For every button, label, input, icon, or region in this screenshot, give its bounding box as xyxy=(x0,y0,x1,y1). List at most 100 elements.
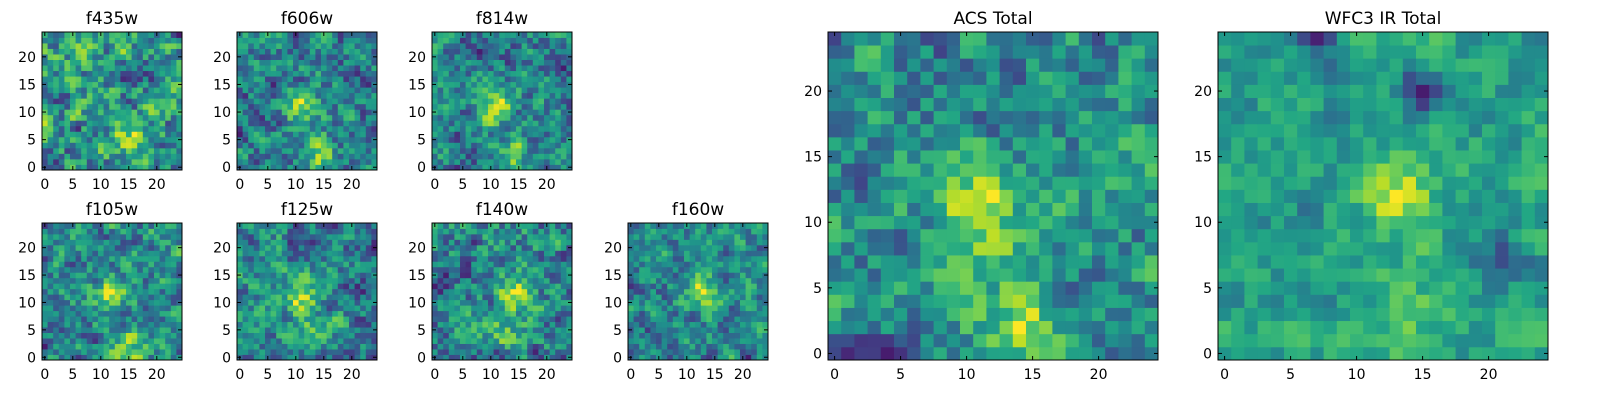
heatmap-cell xyxy=(365,338,372,344)
heatmap-cell xyxy=(371,65,378,72)
heatmap-cell xyxy=(321,87,327,94)
heatmap-cell xyxy=(454,158,461,165)
heatmap-cell xyxy=(672,244,679,251)
heatmap-cell xyxy=(58,147,65,154)
heatmap-cell xyxy=(58,310,65,317)
heatmap-cell xyxy=(242,305,249,312)
heatmap-cell xyxy=(437,98,444,105)
heatmap-cell xyxy=(560,81,567,88)
heatmap-cells xyxy=(237,32,378,171)
heatmap-cell xyxy=(281,233,288,240)
heatmap-cell xyxy=(437,131,444,138)
heatmap-cell xyxy=(332,37,339,44)
heatmap-cell xyxy=(521,54,528,60)
x-tick-label: 0 xyxy=(430,177,439,193)
heatmap-cell xyxy=(248,349,255,355)
heatmap-cell xyxy=(354,147,361,154)
heatmap-cell xyxy=(521,43,528,49)
heatmap-cell xyxy=(75,125,82,132)
heatmap-cell xyxy=(120,277,127,284)
heatmap-cell xyxy=(42,48,48,55)
heatmap-cell xyxy=(555,164,562,171)
heatmap-cell xyxy=(465,283,472,290)
heatmap-cell xyxy=(854,294,868,308)
heatmap-cell xyxy=(287,120,294,127)
heatmap-cell xyxy=(639,266,646,273)
heatmap-cell xyxy=(176,283,183,290)
heatmap-cell xyxy=(706,233,713,240)
heatmap-cell xyxy=(532,147,539,154)
heatmap-cell xyxy=(142,349,149,355)
heatmap-cell xyxy=(527,147,534,154)
heatmap-cell xyxy=(159,70,166,77)
heatmap-cell xyxy=(538,109,545,116)
heatmap-cell xyxy=(276,76,283,83)
heatmap-cell xyxy=(281,153,288,160)
heatmap-cell xyxy=(371,48,378,55)
heatmap-cell xyxy=(253,98,260,105)
heatmap-cell xyxy=(98,305,104,312)
heatmap-cell xyxy=(1131,346,1146,361)
heatmap-cell xyxy=(176,294,183,301)
heatmap-cell xyxy=(270,98,277,105)
heatmap-cell xyxy=(656,250,662,257)
heatmap-cell xyxy=(148,158,155,165)
heatmap-cell xyxy=(332,338,339,344)
heatmap-cell xyxy=(1065,215,1080,230)
heatmap-cell xyxy=(371,147,378,154)
heatmap-cell xyxy=(354,136,361,143)
heatmap-cell xyxy=(1118,176,1132,190)
heatmap-cell xyxy=(684,228,690,235)
heatmap-cell xyxy=(560,305,567,312)
heatmap-cell xyxy=(734,327,741,333)
heatmap-cell xyxy=(443,299,450,306)
heatmap-cell xyxy=(270,266,277,273)
y-tick-label: 5 xyxy=(27,323,36,339)
heatmap-cell xyxy=(176,43,183,49)
x-tick-label: 15 xyxy=(706,367,724,383)
heatmap-cell xyxy=(47,233,54,240)
heatmap-cell xyxy=(109,142,116,149)
heatmap-cell xyxy=(544,65,550,72)
heatmap-cell xyxy=(70,87,76,94)
heatmap-cell xyxy=(684,299,690,306)
heatmap-cell xyxy=(64,310,71,317)
heatmap-cell xyxy=(259,103,266,110)
heatmap-cell xyxy=(510,343,517,350)
heatmap-cell xyxy=(248,250,255,257)
heatmap-cell xyxy=(728,294,735,301)
heatmap-cell xyxy=(265,266,271,273)
heatmap-cell xyxy=(633,288,640,295)
heatmap-cell xyxy=(880,202,895,217)
heatmap-cell xyxy=(109,239,116,246)
heatmap-cell xyxy=(170,239,177,246)
heatmap-cell xyxy=(170,114,177,121)
heatmap-cell xyxy=(454,147,461,154)
heatmap-cell xyxy=(159,59,166,66)
heatmap-cell xyxy=(159,233,166,240)
heatmap-cell xyxy=(740,327,746,333)
heatmap-cell xyxy=(454,239,461,246)
heatmap-cell xyxy=(109,87,116,94)
heatmap-cell xyxy=(555,114,562,121)
heatmap-cell xyxy=(70,59,76,66)
heatmap-cell xyxy=(92,255,99,262)
heatmap-cell xyxy=(751,228,758,235)
heatmap-cell xyxy=(332,244,339,251)
heatmap-cell xyxy=(504,310,511,317)
heatmap-cell xyxy=(304,316,311,323)
heatmap-cell xyxy=(148,288,155,295)
heatmap-cell xyxy=(1092,255,1106,269)
heatmap-cell xyxy=(53,65,60,72)
heatmap-cell xyxy=(326,59,333,66)
heatmap-cell xyxy=(521,114,528,121)
heatmap-cell xyxy=(493,239,500,246)
heatmap-cell xyxy=(920,215,934,230)
heatmap-cell xyxy=(259,147,266,154)
heatmap-cell xyxy=(521,272,528,279)
heatmap-cell xyxy=(315,233,322,240)
heatmap-cell xyxy=(684,316,690,323)
heatmap-cell xyxy=(137,223,144,229)
heatmap-cell xyxy=(103,59,110,66)
heatmap-cell xyxy=(354,43,361,49)
